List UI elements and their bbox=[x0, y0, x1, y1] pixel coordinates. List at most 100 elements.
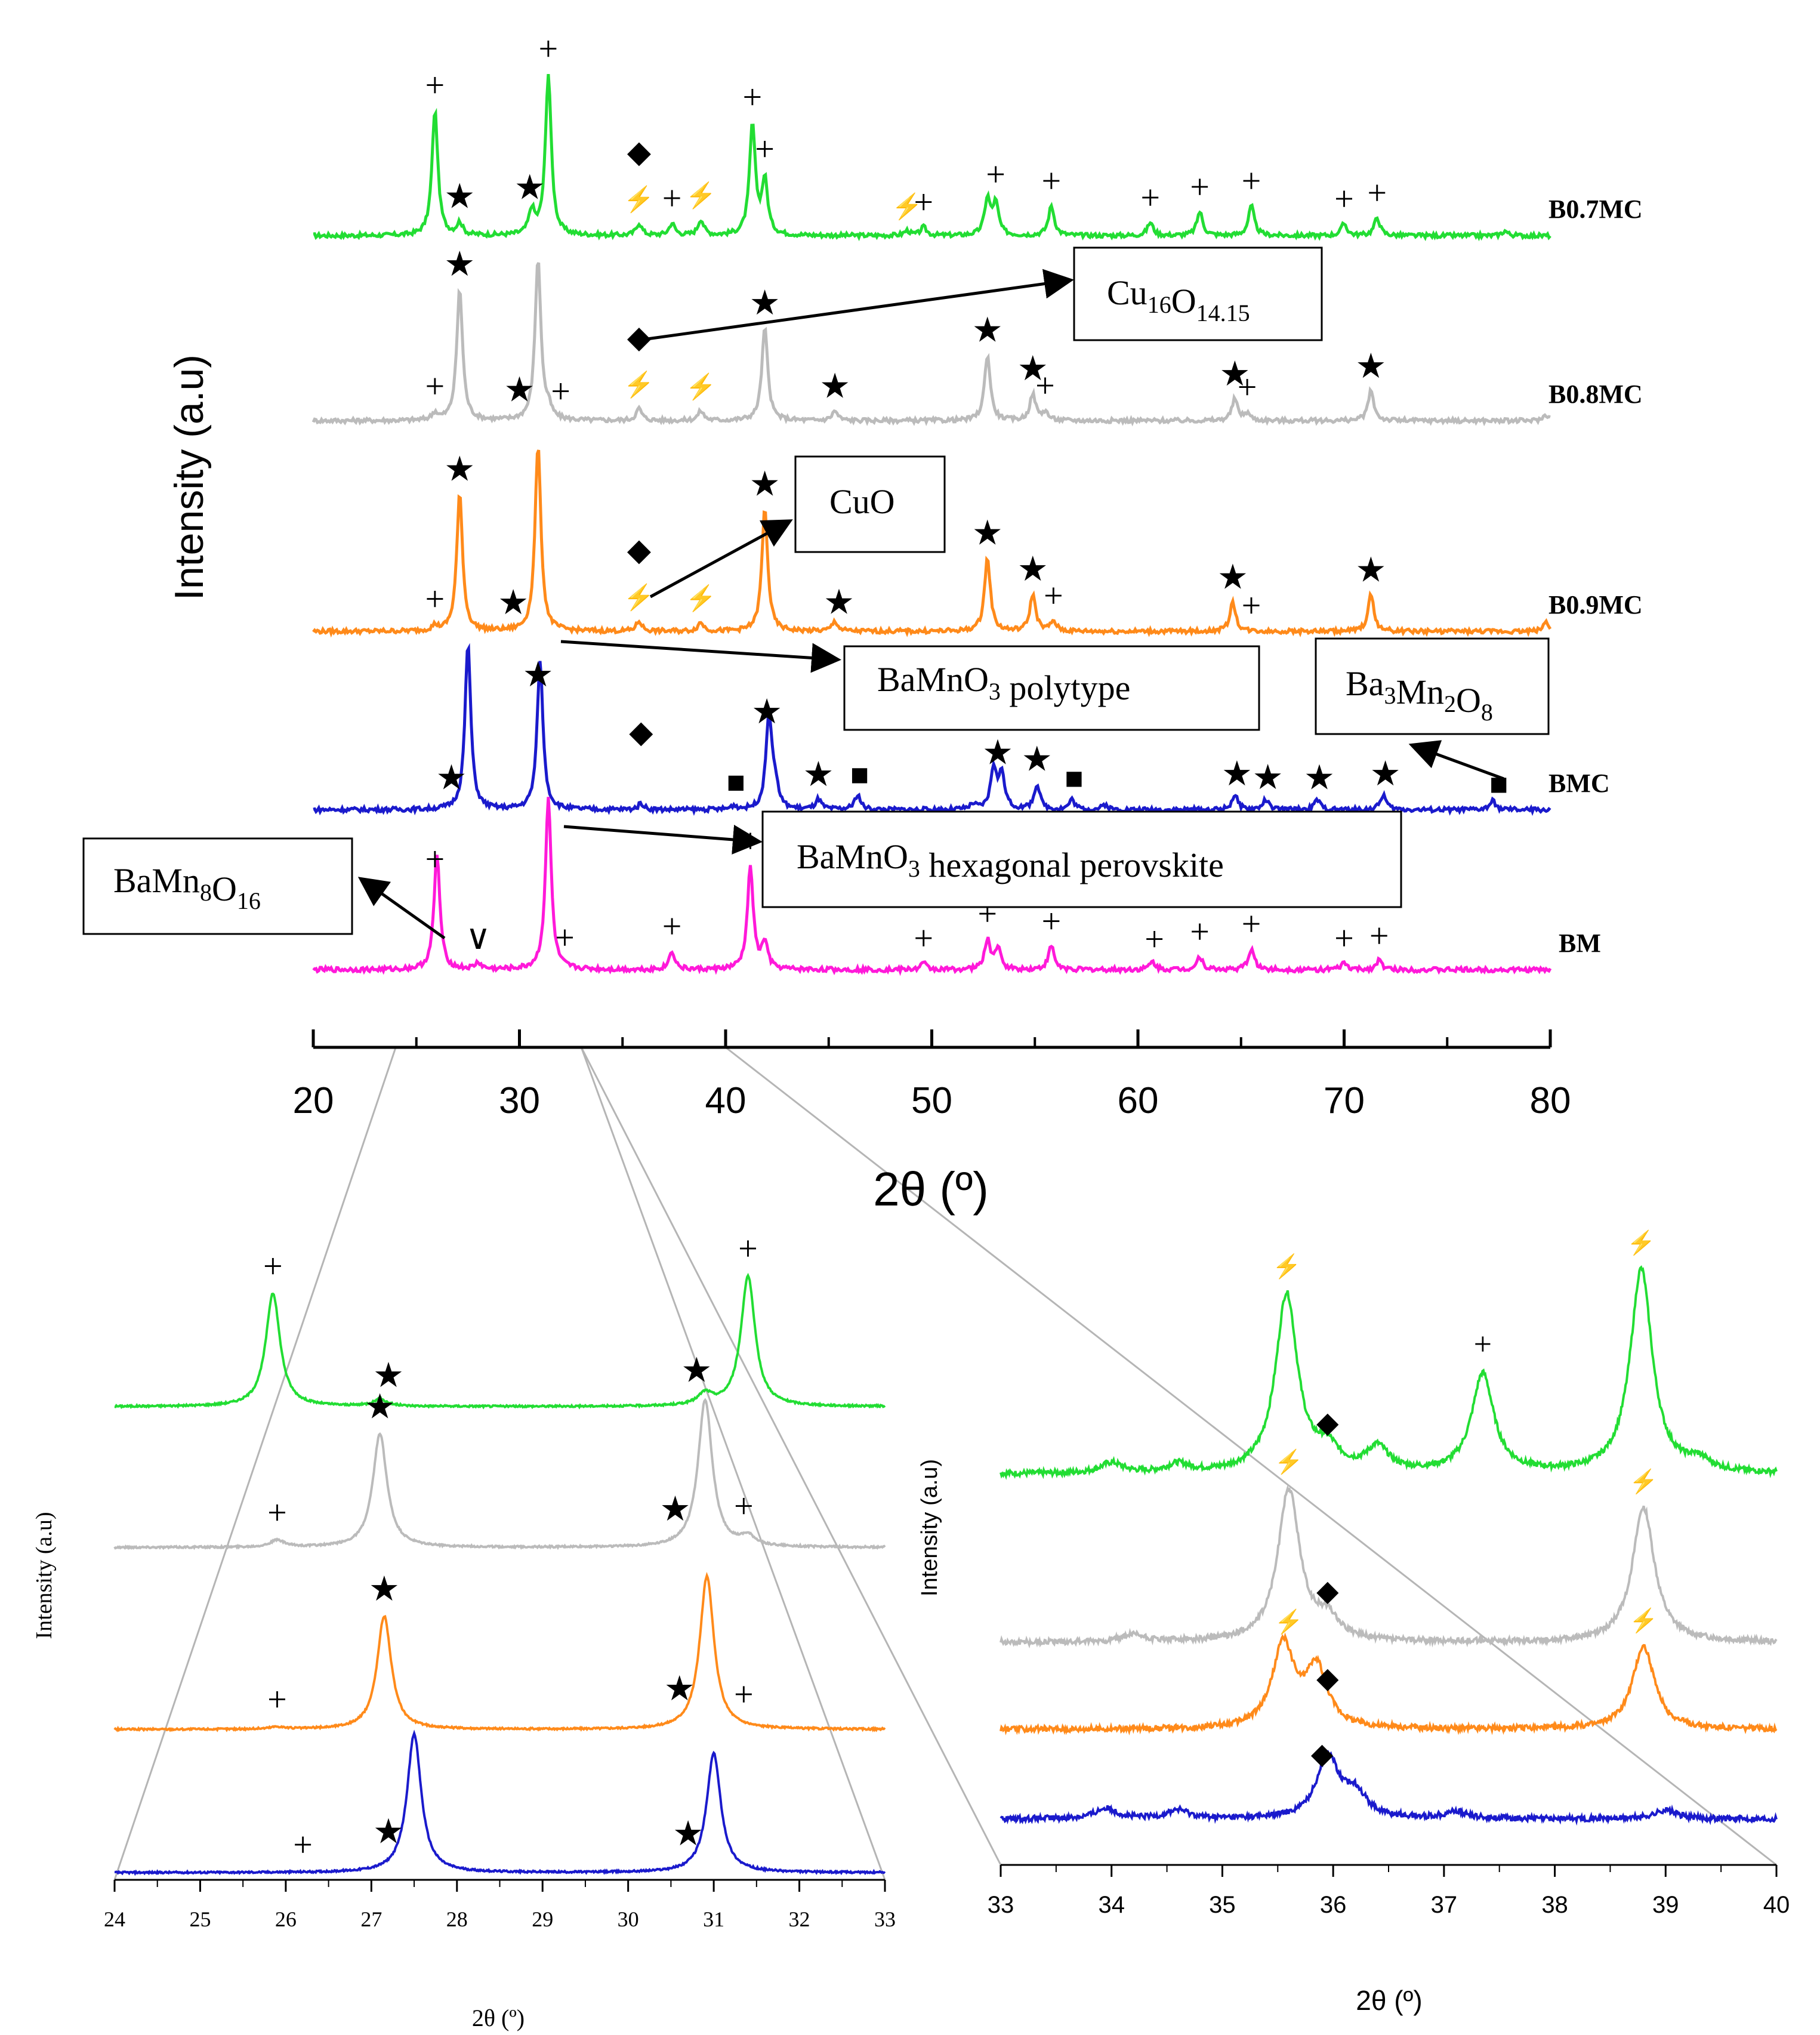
main-marker-B0.8MC-diamond: ◆ bbox=[627, 320, 651, 354]
main-marker-B0.9MC-star: ★ bbox=[972, 513, 1003, 552]
zoom-right-marker-B0.9MC-bolt: ⚡ bbox=[1629, 1607, 1658, 1634]
zoom-left-marker-BMC-star: ★ bbox=[673, 1814, 704, 1853]
main-marker-B0.9MC-star: ★ bbox=[749, 465, 781, 504]
main-marker-B0.8MC-star: ★ bbox=[1017, 349, 1048, 388]
main-marker-BMC-square: ■ bbox=[850, 758, 869, 793]
zoom-left-marker-B0.8MC-plus: + bbox=[734, 1487, 754, 1525]
zoom-left-marker-B0.7MC-star: ★ bbox=[681, 1351, 712, 1390]
zoom-left-marker-B0.7MC-star: ★ bbox=[373, 1356, 404, 1395]
main-marker-B0.8MC-star: ★ bbox=[819, 366, 850, 405]
zoom-left-marker-BMC-star: ★ bbox=[373, 1812, 404, 1851]
zoom-left-trace-B0.7MC bbox=[114, 1272, 886, 1410]
main-marker-BM-plus: + bbox=[1145, 920, 1164, 958]
main-marker-B0.7MC-plus: + bbox=[755, 130, 775, 168]
zoom-right-x-tick-label: 37 bbox=[1431, 1892, 1458, 1918]
main-marker-B0.8MC-plus: + bbox=[425, 366, 445, 405]
zoom-left-x-tick-label: 27 bbox=[360, 1907, 382, 1931]
zoom-right-trace-B0.9MC bbox=[1000, 1632, 1778, 1735]
main-marker-BMC-star: ★ bbox=[751, 692, 782, 731]
main-x-tick-label: 30 bbox=[499, 1080, 540, 1121]
zoom-left-marker-B0.8MC-star: ★ bbox=[365, 1388, 396, 1426]
zoom-left-y-axis-label: Intensity (a.u) bbox=[32, 1512, 57, 1639]
zoom-right-marker-B0.7MC-diamond: ◆ bbox=[1316, 1407, 1339, 1439]
zoom-right-marker-B0.7MC-bolt: ⚡ bbox=[1627, 1229, 1655, 1256]
zoom-left-x-axis-label: 2θ (º) bbox=[472, 2005, 525, 2031]
zoom-right-trace-BMC bbox=[1000, 1750, 1778, 1826]
zoom-right-trace-B0.7MC bbox=[1000, 1265, 1778, 1481]
zoom-right-marker-B0.8MC-bolt: ⚡ bbox=[1275, 1448, 1303, 1476]
main-marker-B0.9MC-plus: + bbox=[1242, 586, 1261, 625]
main-marker-BMC-star: ★ bbox=[982, 733, 1013, 772]
main-marker-BMC-square: ■ bbox=[1489, 767, 1509, 801]
zoom-left-marker-B0.8MC-plus: + bbox=[267, 1493, 287, 1532]
main-marker-B0.7MC-plus: + bbox=[1042, 161, 1062, 200]
main-marker-B0.7MC-plus: + bbox=[914, 183, 933, 221]
main-marker-B0.7MC-plus: + bbox=[1334, 180, 1354, 218]
main-x-tick-label: 40 bbox=[705, 1080, 746, 1121]
zoom-right-x-axis-label: 2θ (º) bbox=[1356, 1985, 1422, 2016]
main-x-tick-label: 20 bbox=[293, 1080, 334, 1121]
callout-text-polytype: BaMnO3 polytype bbox=[877, 660, 1130, 707]
zoom-right-y-axis-label: Intensity (a.u) bbox=[917, 1459, 942, 1596]
zoom-left-marker-B0.7MC-plus: + bbox=[738, 1229, 758, 1268]
main-y-axis-label: Intensity (a.u) bbox=[166, 354, 212, 600]
main-marker-B0.9MC-star: ★ bbox=[1355, 550, 1386, 589]
zoom-left-x-tick-label: 24 bbox=[104, 1907, 125, 1931]
main-marker-B0.8MC-star: ★ bbox=[1355, 347, 1386, 386]
zoom-guide-lines bbox=[113, 1046, 1777, 1880]
main-marker-B0.7MC-plus: + bbox=[1140, 178, 1160, 217]
zoom-left-plot: +★ ★++★★ ++★★ ++ ★ ★ 24 25 26 27 28 29 30 31 32 33 Int… bbox=[32, 1229, 896, 2031]
series-label-BMC: BMC bbox=[1548, 769, 1610, 798]
zoom-left-x-tick-label: 29 bbox=[532, 1907, 553, 1931]
main-marker-BMC-star: ★ bbox=[1370, 754, 1401, 793]
zoom-left-marker-B0.8MC-star: ★ bbox=[660, 1490, 691, 1528]
main-marker-B0.7MC-bolt: ⚡ bbox=[624, 185, 655, 214]
main-marker-BMC-star: ★ bbox=[1304, 758, 1335, 797]
main-marker-B0.9MC-star: ★ bbox=[444, 450, 475, 489]
main-marker-B0.7MC-star: ★ bbox=[514, 168, 545, 207]
callout-arrow-ba3mn2o8 bbox=[1408, 740, 1504, 781]
main-marker-B0.8MC-star: ★ bbox=[749, 283, 781, 322]
main-marker-B0.9MC-star: ★ bbox=[1217, 558, 1248, 597]
zoom-guide-line bbox=[725, 1046, 1777, 1866]
main-marker-B0.8MC-bolt: ⚡ bbox=[686, 372, 717, 402]
main-marker-B0.8MC-plus: + bbox=[551, 372, 570, 411]
main-marker-B0.7MC-plus: + bbox=[539, 29, 559, 68]
main-x-tick-label: 80 bbox=[1530, 1080, 1571, 1121]
zoom-right-marker-BMC-diamond: ◆ bbox=[1311, 1738, 1334, 1770]
main-marker-B0.9MC-plus: + bbox=[425, 579, 445, 618]
callout-box-cuo bbox=[794, 455, 946, 553]
zoom-left-marker-BMC-plus: + bbox=[293, 1826, 313, 1864]
series-label-B0.7MC: B0.7MC bbox=[1548, 195, 1643, 224]
callout-box-cu16o bbox=[1073, 246, 1323, 341]
callout-text-hexagonal: BaMnO3 hexagonal perovskite bbox=[797, 837, 1224, 884]
zoom-right-x-tick-label: 39 bbox=[1652, 1892, 1679, 1918]
callout-text-cuo: CuO bbox=[829, 482, 895, 521]
main-marker-BMC-star: ★ bbox=[1022, 740, 1053, 779]
zoom-right-x-tick-label: 40 bbox=[1763, 1892, 1790, 1918]
zoom-left-trace-B0.8MC bbox=[113, 1398, 886, 1550]
main-marker-BM-plus: + bbox=[1042, 902, 1062, 941]
zoom-right-x-tick-label: 38 bbox=[1541, 1892, 1568, 1918]
zoom-left-trace-BMC bbox=[114, 1729, 886, 1876]
callout-box-polytype bbox=[843, 645, 1260, 731]
main-marker-B0.9MC-star: ★ bbox=[823, 582, 855, 621]
main-marker-BM-plus: + bbox=[1190, 912, 1210, 951]
main-marker-B0.8MC-star: ★ bbox=[504, 371, 535, 409]
main-marker-B0.9MC-diamond: ◆ bbox=[627, 533, 651, 568]
callout-box-ba3mn2o8 bbox=[1315, 637, 1550, 735]
main-marker-B0.7MC-star: ★ bbox=[444, 177, 475, 215]
zoom-left-marker-B0.9MC-plus: + bbox=[734, 1675, 754, 1714]
main-marker-B0.7MC-plus: + bbox=[662, 179, 682, 218]
main-marker-B0.7MC-diamond: ◆ bbox=[627, 135, 651, 169]
zoom-right-plot: ⚡ ◆ + ⚡ ⚡ ◆ ⚡ ⚡ ◆ ⚡ ◆ 33 34 35 36 37 38 39 40 Intensity (… bbox=[917, 1229, 1790, 2016]
callout-box-bamn8o16 bbox=[82, 837, 353, 935]
main-x-tick-label: 60 bbox=[1118, 1080, 1159, 1121]
main-marker-BMC-star: ★ bbox=[523, 655, 554, 694]
main-x-axis-label: 2θ (º) bbox=[873, 1163, 989, 1216]
zoom-right-marker-B0.9MC-bolt: ⚡ bbox=[1275, 1608, 1303, 1636]
zoom-guide-line bbox=[580, 1047, 886, 1880]
callout-arrow-cuo bbox=[649, 519, 793, 599]
main-marker-B0.9MC-star: ★ bbox=[498, 583, 529, 622]
